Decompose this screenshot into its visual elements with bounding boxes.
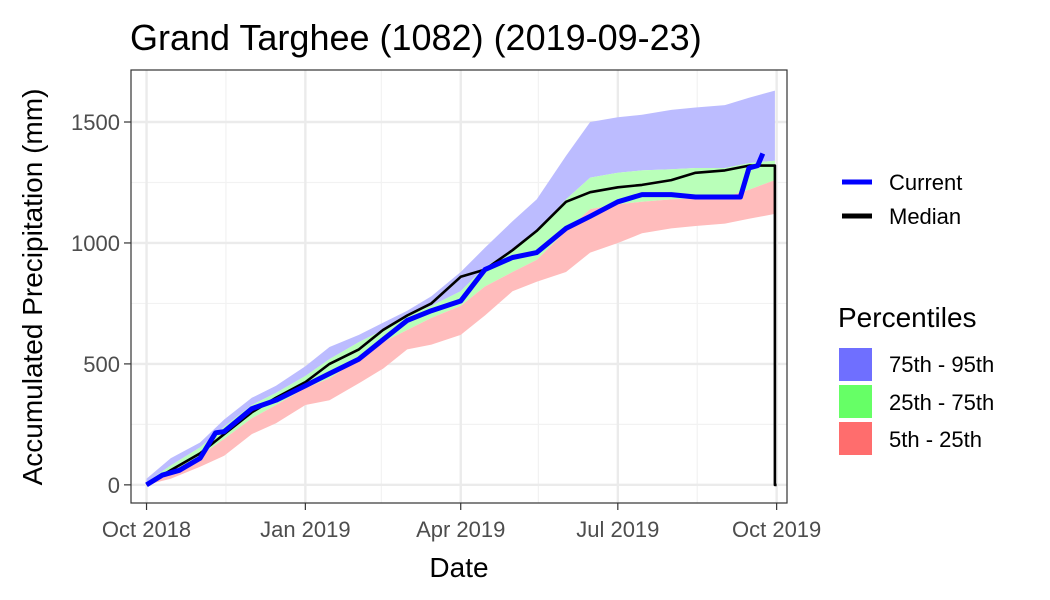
x-tick-label: Oct 2019 <box>732 517 821 542</box>
legend-title-percentiles: Percentiles <box>838 302 977 333</box>
band-75-95 <box>146 90 775 483</box>
x-axis-ticks: Oct 2018 Jan 2019 Apr 2019 Jul 2019 Oct 2019 <box>102 503 821 542</box>
x-tick-label: Jul 2019 <box>576 517 659 542</box>
x-axis-label: Date <box>429 552 488 583</box>
series-line-current <box>145 152 766 488</box>
legend-label-current: Current <box>889 170 962 195</box>
legend-label-25-75: 25th - 75th <box>889 390 994 415</box>
plot-border <box>130 69 788 504</box>
band-5-25 <box>146 180 775 485</box>
chart-title: Grand Targhee (1082) (2019-09-23) <box>130 17 702 58</box>
y-tick-label: 1000 <box>71 231 120 256</box>
y-tick-label: 500 <box>83 352 120 377</box>
legend-label-median: Median <box>889 204 961 229</box>
y-axis-label: Accumulated Precipitation (mm) <box>17 89 48 486</box>
band-25-75 <box>146 160 775 485</box>
x-tick-label: Oct 2018 <box>102 517 191 542</box>
percentile-bands <box>146 90 775 485</box>
legend-key-25-75 <box>839 385 872 418</box>
legend-label-75-95: 75th - 95th <box>889 352 994 377</box>
x-tick-label: Apr 2019 <box>416 517 505 542</box>
legend: Current Median Percentiles 75th - 95th 2… <box>838 170 994 455</box>
y-tick-label: 0 <box>108 473 120 498</box>
y-axis-ticks: 0 500 1000 1500 <box>71 110 131 498</box>
y-tick-label: 1500 <box>71 110 120 135</box>
legend-key-75-95 <box>839 348 872 381</box>
series-lines <box>145 152 777 488</box>
legend-key-5-25 <box>839 422 872 455</box>
legend-label-5-25: 5th - 25th <box>889 427 982 452</box>
x-tick-label: Jan 2019 <box>260 517 351 542</box>
